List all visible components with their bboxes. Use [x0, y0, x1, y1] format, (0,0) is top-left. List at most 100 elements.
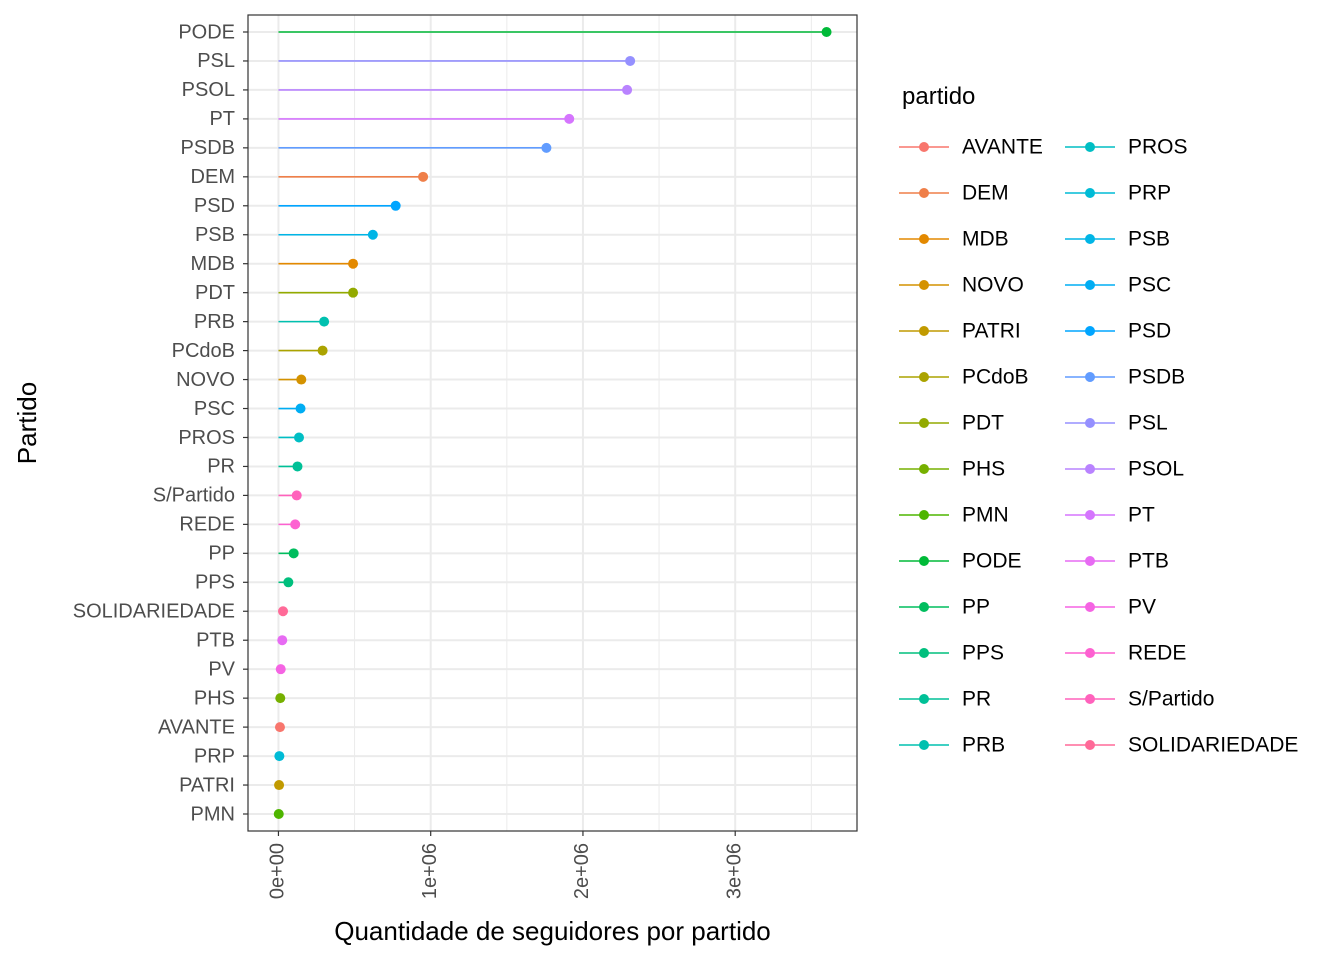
y-tick-label: PR: [207, 456, 235, 478]
legend-entry-mdb: MDB: [899, 228, 1009, 251]
legend-entry-pp: PP: [899, 596, 990, 619]
legend-entry-pcdob: PCdoB: [899, 366, 1029, 389]
point-prb: [319, 316, 330, 327]
x-axis-ticks: 0e+00 1e+06 2e+06 3e+06: [267, 831, 745, 899]
y-tick-label: PMN: [191, 803, 235, 825]
legend-entry-avante: AVANTE: [899, 136, 1043, 159]
y-tick-label: PRB: [194, 311, 235, 333]
legend-key-point: [1085, 464, 1095, 474]
legend-label: PDT: [962, 412, 1004, 435]
legend-label: S/Partido: [1128, 688, 1214, 711]
y-tick-label: PT: [209, 108, 235, 130]
y-axis-title: Partido: [12, 382, 42, 464]
legend-entry-psb: PSB: [1065, 228, 1170, 251]
y-tick-label: DEM: [191, 166, 235, 188]
y-tick-label: PROS: [178, 427, 235, 449]
point-pdt: [348, 287, 359, 298]
legend-key-point: [1085, 372, 1095, 382]
y-tick-label: PSDB: [181, 137, 235, 159]
y-tick-label: PV: [208, 658, 235, 680]
legend-entry-psdb: PSDB: [1065, 366, 1185, 389]
legend-label: PP: [962, 596, 990, 619]
legend-key-point: [1085, 602, 1095, 612]
y-tick-label: PDT: [195, 282, 235, 304]
point-pps: [283, 577, 294, 588]
x-tick-label: 3e+06: [723, 843, 745, 899]
legend-title: partido: [902, 83, 975, 110]
y-tick-label: PCdoB: [172, 340, 235, 362]
y-tick-label: PP: [208, 543, 235, 565]
legend-entry-solidariedade: SOLIDARIEDADE: [1065, 734, 1298, 757]
legend-label: PROS: [1128, 136, 1188, 159]
y-tick-label: PRP: [194, 745, 235, 767]
point-pt: [564, 113, 575, 124]
y-tick-label: SOLIDARIEDADE: [73, 601, 235, 623]
point-patri: [274, 780, 285, 791]
legend-key-point: [1085, 280, 1095, 290]
point-pp: [288, 548, 299, 559]
point-mdb: [348, 258, 359, 269]
legend-label: DEM: [962, 182, 1009, 205]
legend-entry-psl: PSL: [1065, 412, 1168, 435]
legend-entry-patri: PATRI: [899, 320, 1021, 343]
legend-entry-novo: NOVO: [899, 274, 1024, 297]
legend: AVANTE DEM MDB NOVO PATRI PCdoB PDT PHS PMN PODE P…: [899, 136, 1298, 757]
legend-label: PMN: [962, 504, 1009, 527]
legend-label: PATRI: [962, 320, 1021, 343]
legend-key-point: [919, 234, 929, 244]
legend-key-point: [919, 418, 929, 428]
legend-label: AVANTE: [962, 136, 1043, 159]
legend-key-point: [1085, 510, 1095, 520]
legend-key-point: [1085, 326, 1095, 336]
y-tick-label: PSOL: [182, 79, 235, 101]
y-tick-label: PSL: [197, 50, 235, 72]
legend-label: PODE: [962, 550, 1022, 573]
legend-label: PT: [1128, 504, 1155, 527]
plot-background: [248, 15, 857, 831]
legend-label: PSD: [1128, 320, 1171, 343]
legend-entry-dem: DEM: [899, 182, 1009, 205]
legend-key-point: [919, 326, 929, 336]
legend-entry-pps: PPS: [899, 642, 1004, 665]
point-pmn: [273, 809, 284, 819]
point-psd: [390, 200, 401, 211]
y-tick-label: S/Partido: [153, 485, 235, 507]
legend-entry-pv: PV: [1065, 596, 1156, 619]
y-tick-label: PPS: [195, 572, 235, 594]
legend-label: PTB: [1128, 550, 1169, 573]
y-tick-label: PHS: [194, 687, 235, 709]
legend-key-point: [919, 510, 929, 520]
point-psdb: [541, 142, 552, 153]
legend-label: MDB: [962, 228, 1009, 251]
point-pode: [821, 27, 832, 37]
legend-entry-ptb: PTB: [1065, 550, 1169, 573]
data-marks: [273, 27, 832, 819]
legend-entry-psol: PSOL: [1065, 458, 1184, 481]
y-tick-label: MDB: [191, 253, 235, 275]
legend-key-point: [1085, 188, 1095, 198]
legend-key-point: [919, 556, 929, 566]
point-phs: [275, 693, 286, 704]
point-s-partido: [291, 490, 302, 501]
legend-entry-pr: PR: [899, 688, 991, 711]
legend-entry-pt: PT: [1065, 504, 1155, 527]
legend-entry-pdt: PDT: [899, 412, 1004, 435]
legend-label: PSDB: [1128, 366, 1185, 389]
y-tick-label: PTB: [196, 630, 235, 652]
legend-key-point: [919, 188, 929, 198]
x-tick-label: 0e+00: [267, 843, 289, 899]
legend-label: PHS: [962, 458, 1005, 481]
legend-label: PRP: [1128, 182, 1171, 205]
legend-entry-prp: PRP: [1065, 182, 1171, 205]
legend-entry-s-partido: S/Partido: [1065, 688, 1214, 711]
plot-panel-border: [247, 14, 858, 832]
y-tick-label: PODE: [178, 21, 235, 43]
point-psc: [295, 403, 306, 414]
legend-label: PSC: [1128, 274, 1171, 297]
legend-key-point: [1085, 556, 1095, 566]
y-tick-label: PATRI: [179, 774, 235, 796]
point-rede: [290, 519, 301, 530]
legend-label: PV: [1128, 596, 1156, 619]
legend-entry-prb: PRB: [899, 734, 1005, 757]
